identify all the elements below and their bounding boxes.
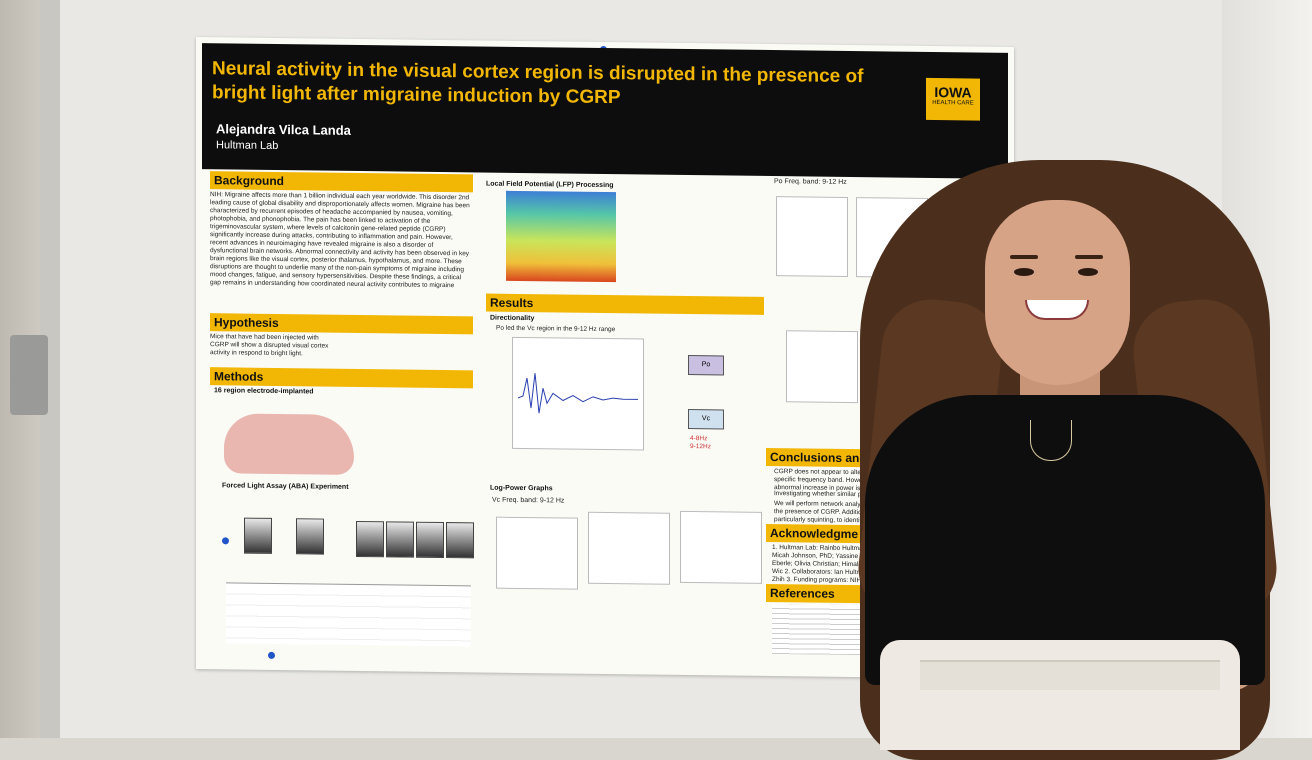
directionality-label: Directionality — [490, 314, 535, 323]
poster-banner: Neural activity in the visual cortex reg… — [202, 43, 1008, 179]
po-node: Po — [688, 355, 724, 376]
legend-9-12hz: 9-12Hz — [690, 443, 711, 451]
section-methods: Methods — [210, 367, 473, 389]
chamber-icon — [356, 520, 384, 558]
directionality-graph — [512, 336, 644, 451]
chamber-icon — [244, 517, 272, 554]
person-eyebrow — [1010, 255, 1038, 259]
research-poster: Neural activity in the visual cortex reg… — [196, 37, 1014, 679]
spectrogram — [506, 190, 616, 283]
references-list — [772, 604, 872, 656]
power-dot-plot — [786, 330, 858, 404]
chamber-icon — [446, 522, 474, 559]
chamber-icon — [416, 521, 444, 559]
logpower-graph-a2 — [588, 511, 670, 585]
push-pin — [222, 537, 229, 545]
section-results: Results — [486, 293, 764, 315]
conclusion-3: We will perform network analysi the pres… — [774, 500, 869, 525]
brain-diagram — [224, 413, 354, 475]
chamber-icon — [296, 518, 324, 555]
vc-node: Vc — [688, 409, 724, 430]
section-hypothesis: Hypothesis — [210, 313, 473, 335]
hypothesis-text: Mice that have had been injected with CG… — [210, 333, 329, 358]
aba-label: Forced Light Assay (ABA) Experiment — [222, 482, 349, 491]
po-graph-a1 — [776, 196, 848, 277]
chamber-icon — [386, 521, 414, 558]
poster-author: Alejandra Vilca Landa — [216, 121, 351, 138]
logpower-graph-a3 — [680, 510, 762, 584]
po-freq-label: Po Freq. band: 9-12 Hz — [774, 178, 847, 186]
pants-belt — [920, 660, 1220, 690]
push-pin — [268, 651, 275, 659]
logpower-label: Log-Power Graphs — [490, 484, 553, 493]
background-text: NIH: Migraine affects more than 1 billio… — [210, 191, 470, 290]
person-face — [985, 200, 1130, 385]
timeline-table — [226, 582, 471, 647]
directionality-bullet: Po led the Vc region in the 9-12 Hz rang… — [496, 324, 616, 334]
poster-title: Neural activity in the visual cortex reg… — [212, 58, 864, 109]
methods-subtitle: 16 region electrode-implanted — [214, 387, 314, 396]
poster-lab: Hultman Lab — [216, 139, 279, 153]
easel-clamp-left — [10, 335, 48, 415]
necklace — [1030, 420, 1072, 461]
legend-4-8hz: 4-8Hz — [690, 435, 708, 443]
lfp-label: Local Field Potential (LFP) Processing — [486, 180, 614, 190]
person-eye — [1078, 268, 1098, 276]
person-eyebrow — [1075, 255, 1103, 259]
person-white-pants — [880, 640, 1240, 750]
section-background: Background — [210, 171, 473, 193]
logo-sub: HEALTH CARE — [932, 99, 974, 107]
person-smile — [1025, 300, 1089, 320]
person-eye — [1014, 268, 1034, 276]
iowa-health-care-logo: IOWA HEALTH CARE — [926, 77, 980, 121]
logpower-graph-a1 — [496, 516, 578, 590]
acknowledgement-text: 1. Hultman Lab: Rainbo Hultma Micah John… — [772, 544, 871, 585]
logo-main: IOWA — [934, 84, 972, 101]
vc-freq-label: Vc Freq. band: 9-12 Hz — [492, 496, 565, 505]
